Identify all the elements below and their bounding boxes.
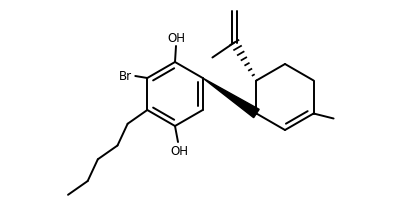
- Polygon shape: [203, 79, 259, 118]
- Text: Br: Br: [119, 70, 132, 83]
- Text: OH: OH: [170, 144, 188, 157]
- Text: OH: OH: [167, 32, 185, 45]
